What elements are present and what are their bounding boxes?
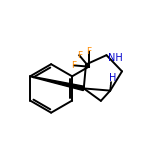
Text: NH: NH xyxy=(108,53,123,63)
Text: F: F xyxy=(86,47,91,56)
Polygon shape xyxy=(30,76,84,91)
Text: H: H xyxy=(109,73,116,83)
Text: F: F xyxy=(71,61,76,70)
Text: F: F xyxy=(77,51,82,60)
